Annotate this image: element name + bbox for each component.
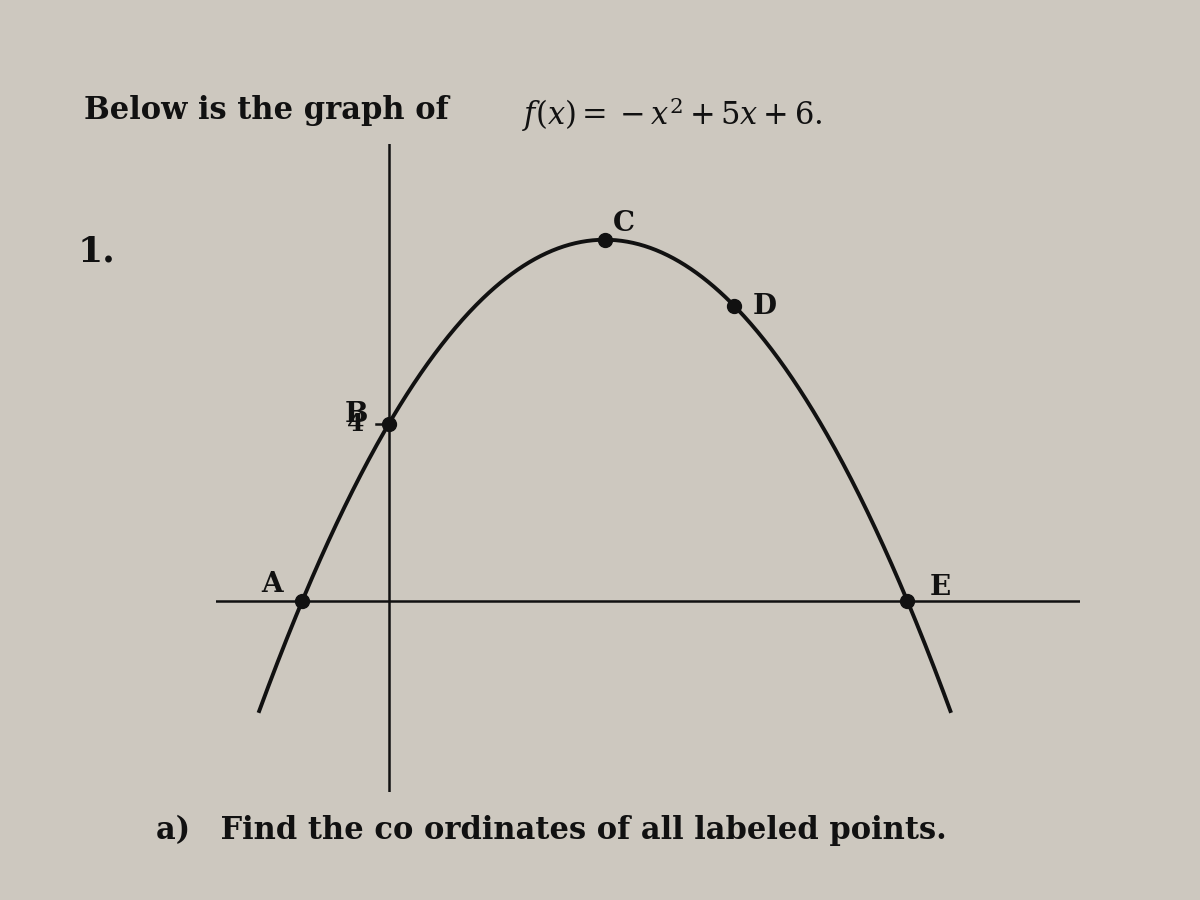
Text: 4: 4: [347, 412, 365, 436]
Text: A: A: [262, 571, 283, 598]
Text: $f(x)=-x^{2}+5x+6.$: $f(x)=-x^{2}+5x+6.$: [522, 94, 822, 133]
Text: E: E: [930, 574, 950, 601]
Text: 1.: 1.: [78, 235, 115, 269]
Text: B: B: [344, 401, 367, 428]
Text: Below is the graph of: Below is the graph of: [84, 94, 460, 125]
Text: D: D: [752, 292, 776, 320]
Text: a) Find the co ordinates of all labeled points.: a) Find the co ordinates of all labeled …: [156, 814, 947, 846]
Text: C: C: [613, 210, 635, 237]
